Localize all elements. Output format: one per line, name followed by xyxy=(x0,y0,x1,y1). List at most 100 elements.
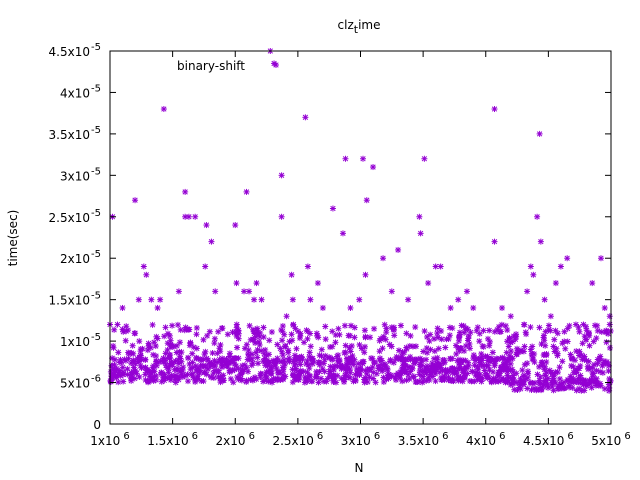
data-point xyxy=(400,361,407,368)
data-point xyxy=(343,355,350,362)
data-point xyxy=(125,355,132,362)
data-point xyxy=(569,356,576,363)
data-point xyxy=(523,331,530,338)
data-point xyxy=(527,263,534,270)
data-point xyxy=(542,342,549,349)
data-point xyxy=(431,335,438,342)
data-point xyxy=(403,346,410,353)
data-point xyxy=(486,338,493,345)
data-point xyxy=(182,188,189,195)
data-point xyxy=(541,296,548,303)
data-point xyxy=(585,358,592,365)
data-point xyxy=(460,368,467,375)
data-point xyxy=(524,288,531,295)
data-point xyxy=(586,332,593,339)
data-point xyxy=(215,328,222,335)
x-tick-label: 4.5x10 6 xyxy=(523,431,574,448)
data-point xyxy=(416,213,423,220)
data-point xyxy=(536,130,543,137)
data-point xyxy=(270,357,277,364)
data-point xyxy=(129,342,136,349)
y-axis: 0 5x10-6 1x10-5 1.5x10-5 2x10-5 2.5x10-5 3x10-… xyxy=(49,42,611,432)
data-point xyxy=(432,378,439,385)
data-point xyxy=(467,329,474,336)
data-point xyxy=(486,327,493,334)
data-point xyxy=(107,378,114,385)
data-point xyxy=(247,376,254,383)
data-point xyxy=(234,344,241,351)
data-point xyxy=(545,322,552,329)
data-point xyxy=(297,367,304,374)
data-point xyxy=(477,374,484,381)
data-point xyxy=(391,324,398,331)
data-point xyxy=(491,106,498,113)
data-point xyxy=(237,376,244,383)
x-tick-label: 2.5x10 6 xyxy=(272,431,323,448)
data-point xyxy=(142,376,149,383)
data-point xyxy=(533,386,540,393)
data-point xyxy=(177,368,184,375)
data-point xyxy=(204,332,211,339)
data-point xyxy=(555,383,562,390)
data-point xyxy=(289,379,296,386)
data-point xyxy=(342,342,349,349)
data-point xyxy=(446,324,453,331)
data-point xyxy=(307,343,314,350)
data-point xyxy=(217,341,224,348)
data-point xyxy=(461,347,468,354)
data-point xyxy=(395,355,402,362)
data-point xyxy=(142,364,149,371)
y-tick-label: 4.5x10-5 xyxy=(49,42,101,59)
data-point xyxy=(597,255,604,262)
data-point xyxy=(360,155,367,162)
data-point xyxy=(561,328,568,335)
data-point xyxy=(371,360,378,367)
data-point xyxy=(162,324,169,331)
data-point xyxy=(543,359,550,366)
data-point xyxy=(219,362,226,369)
data-point xyxy=(346,332,353,339)
data-point xyxy=(307,296,314,303)
data-point xyxy=(318,346,325,353)
data-point xyxy=(313,330,320,337)
data-point xyxy=(449,355,456,362)
data-point xyxy=(198,378,205,385)
data-point xyxy=(507,313,514,320)
data-point xyxy=(280,372,287,379)
data-point xyxy=(108,362,115,369)
data-point xyxy=(120,378,127,385)
data-point xyxy=(333,379,340,386)
x-tick-label: 3.5x10 6 xyxy=(398,431,449,448)
data-point xyxy=(309,355,316,362)
data-point xyxy=(329,343,336,350)
y-axis-label: time(sec) xyxy=(6,210,20,267)
data-point xyxy=(282,343,289,350)
data-point xyxy=(510,380,517,387)
data-point xyxy=(527,324,534,331)
data-point xyxy=(590,338,597,345)
data-point xyxy=(484,375,491,382)
data-point xyxy=(411,360,418,367)
data-point xyxy=(135,296,142,303)
data-point xyxy=(230,379,237,386)
data-point xyxy=(443,336,450,343)
data-point xyxy=(192,377,199,384)
data-point xyxy=(299,356,306,363)
data-point xyxy=(257,374,264,381)
data-point xyxy=(517,375,524,382)
data-point xyxy=(253,280,260,287)
data-point xyxy=(480,327,487,334)
data-point xyxy=(581,387,588,394)
data-point xyxy=(142,356,149,363)
data-point xyxy=(362,333,369,340)
data-point xyxy=(335,325,342,332)
data-point xyxy=(387,358,394,365)
data-point xyxy=(465,335,472,342)
data-point xyxy=(507,360,514,367)
data-point xyxy=(601,304,608,311)
legend: binary-shift xyxy=(177,59,279,73)
data-point xyxy=(583,327,590,334)
data-point xyxy=(150,367,157,374)
data-point xyxy=(308,378,315,385)
